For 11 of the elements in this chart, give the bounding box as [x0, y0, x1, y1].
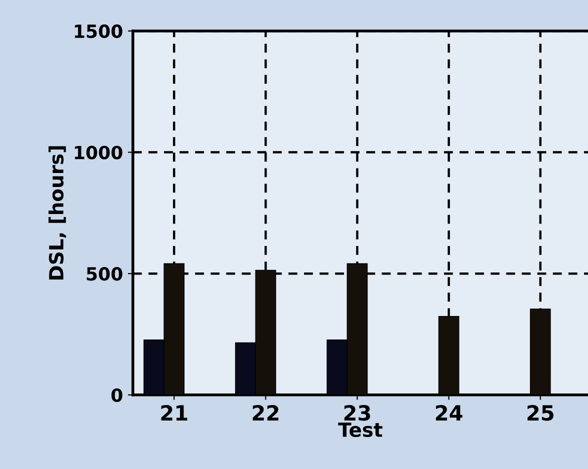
y-tick-label: 0: [111, 388, 122, 402]
x-axis-title: Test: [338, 422, 382, 438]
x-tick-label: 22: [252, 404, 278, 420]
y-axis-title: DSL, [hours]: [48, 146, 66, 280]
y-tick-label: 1500: [74, 24, 122, 38]
x-tick-label: 25: [528, 404, 554, 421]
y-tick-label: 500: [86, 267, 122, 281]
x-tick-label: 24: [436, 404, 462, 420]
x-tick-label: 23: [344, 404, 370, 421]
y-tick-label: 1000: [74, 146, 122, 160]
x-tick-label: 21: [161, 404, 188, 420]
